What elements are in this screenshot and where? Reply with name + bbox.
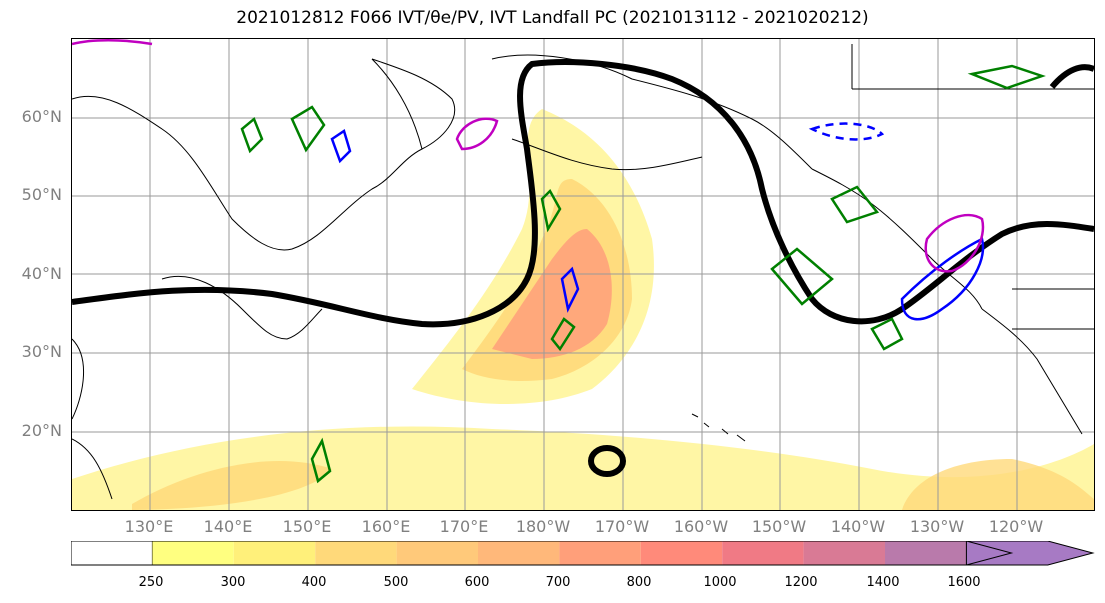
theta-e-blob-6: [830, 185, 880, 224]
theta-e-blob-3: [540, 188, 562, 233]
figure-title-text: 2021012812 F066 IVT/θe/PV, IVT Landfall …: [236, 8, 869, 28]
theta-e-blob-1: [240, 116, 264, 154]
colorbar-segment: [640, 541, 723, 565]
colorbar-segment: [803, 541, 885, 565]
colorbar-segment: [70, 540, 153, 566]
colorbar-tick-1200: 1200: [784, 575, 818, 590]
colorbar-extend-arrow: [965, 540, 1095, 566]
coast-alaska: [491, 54, 813, 170]
pv-negative-contour-3: [808, 122, 885, 141]
map-panel: [71, 38, 1095, 511]
colorbar-segment: [559, 541, 641, 565]
colorbar-tick-300: 300: [220, 575, 246, 590]
coast-japan: [161, 275, 323, 340]
coast-china: [72, 338, 113, 500]
lon-label-140e: 140°E: [203, 517, 253, 536]
ivt-tropical-core: [132, 461, 332, 510]
colorbar-tick-1600: 1600: [947, 575, 981, 590]
theta-e-contours: [240, 64, 1046, 484]
lon-label-150e: 150°E: [282, 517, 332, 536]
theta-e-blob-2: [290, 105, 326, 153]
coast-border-us-mexico: [1012, 288, 1094, 330]
theta-e-blob-4: [550, 317, 576, 352]
figure-title: 2021012812 F066 IVT/θe/PV, IVT Landfall …: [0, 8, 1105, 28]
coast-hawaii: [691, 413, 746, 442]
lon-label-120w: 120°W: [988, 517, 1044, 536]
colorbar-segment: [722, 541, 804, 565]
coast-kamchatka: [371, 58, 423, 150]
pv-positive-contour-2: [455, 117, 499, 151]
coast-uswest: [981, 308, 1083, 435]
pv-positive-contour-3: [72, 39, 153, 46]
colorbar-tick-1400: 1400: [866, 575, 900, 590]
graticule: [72, 39, 1094, 510]
ivt-landfall-line-ne: [1049, 64, 1094, 89]
coast-aleutians: [511, 138, 703, 171]
theta-e-blob-7: [870, 317, 904, 351]
coast-border-us-canada: [851, 44, 1094, 90]
colorbar-tick-400: 400: [301, 575, 327, 590]
colorbar-segment: [315, 541, 397, 565]
colorbar-outline: [70, 540, 1014, 566]
lon-label-180w: 180°W: [515, 517, 571, 536]
colorbar-segment: [233, 541, 316, 565]
colorbar-tick-500: 500: [383, 575, 409, 590]
colorbar-segment: [885, 541, 967, 565]
lon-label-170w: 170°W: [594, 517, 650, 536]
ivt-tropical-band: [72, 426, 1094, 510]
coastlines: [72, 44, 1094, 500]
coast-bc: [811, 168, 983, 310]
colorbar-tick-1000: 1000: [703, 575, 737, 590]
ivt-landfall-ring-pacific: [588, 445, 626, 477]
theta-e-blob-8: [310, 437, 332, 484]
lat-label-30n: 30°N: [21, 342, 62, 361]
map-canvas: [72, 39, 1094, 510]
theta-e-blob-5: [770, 247, 834, 306]
lon-label-170e: 170°E: [439, 517, 489, 536]
pv-negative-contour-2: [560, 266, 580, 313]
ivt-east-patch: [902, 459, 1094, 510]
colorbar-segment: [478, 541, 560, 565]
pv-negative-contour-1: [900, 237, 985, 321]
ivt-colorbar: [70, 540, 1101, 575]
colorbar-canvas: [70, 540, 1095, 566]
ivt-shading: [72, 109, 1094, 510]
lat-label-50n: 50°N: [21, 185, 62, 204]
coast-asia: [72, 58, 456, 251]
lon-label-130e: 130°E: [124, 517, 174, 536]
colorbar-segment: [396, 541, 478, 565]
lat-label-40n: 40°N: [21, 264, 62, 283]
lon-label-150w: 150°W: [751, 517, 807, 536]
ivt-plume-inner: [492, 229, 612, 359]
colorbar-tick-800: 800: [626, 575, 652, 590]
pv-positive-contour-1: [924, 213, 985, 273]
pv-negative-contour-4: [330, 129, 352, 164]
lat-label-60n: 60°N: [21, 107, 62, 126]
theta-e-blob-9: [967, 64, 1046, 90]
colorbar-tick-700: 700: [545, 575, 571, 590]
lon-label-140w: 140°W: [830, 517, 886, 536]
lat-label-20n: 20°N: [21, 421, 62, 440]
colorbar-tick-600: 600: [464, 575, 490, 590]
lon-label-160e: 160°E: [361, 517, 411, 536]
lon-label-160w: 160°W: [673, 517, 729, 536]
colorbar-tick-250: 250: [138, 575, 164, 590]
lon-label-130w: 130°W: [909, 517, 965, 536]
colorbar-segment: [152, 541, 234, 565]
pv-contours: [72, 39, 985, 321]
